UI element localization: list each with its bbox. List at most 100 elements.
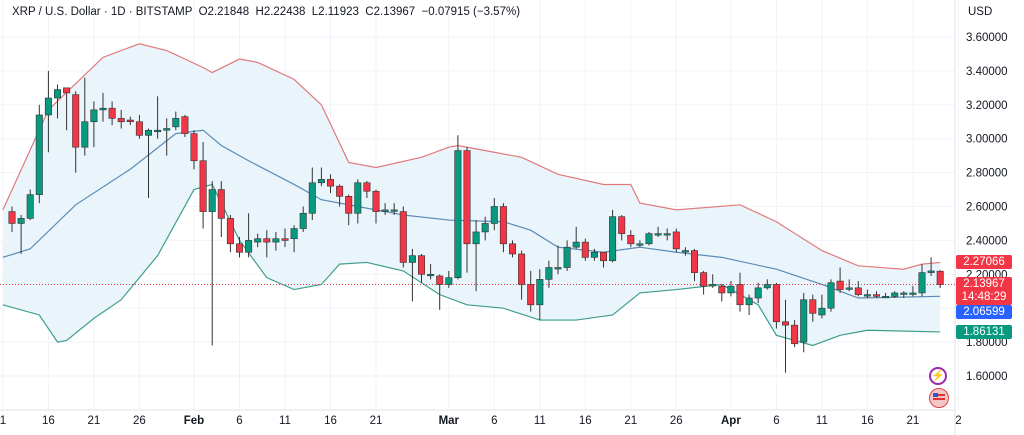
candle-body bbox=[836, 280, 844, 290]
x-tick-label: 1 bbox=[0, 415, 6, 427]
candle-body bbox=[281, 238, 289, 241]
us-flag-icon[interactable] bbox=[929, 388, 949, 408]
candle-body bbox=[26, 194, 34, 219]
middle-band-badge: 2.06599 bbox=[956, 305, 1012, 319]
y-tick-label: 3.40000 bbox=[966, 66, 1008, 78]
candle-body bbox=[772, 284, 780, 323]
candle-body bbox=[727, 285, 735, 294]
candle-body bbox=[199, 160, 207, 212]
candle-body bbox=[536, 279, 544, 306]
candle-body bbox=[354, 182, 362, 214]
candle-body bbox=[63, 87, 71, 94]
candle-body bbox=[417, 255, 425, 275]
open-value: O2.21848 bbox=[198, 6, 250, 18]
candle-body bbox=[854, 287, 862, 295]
candle-body bbox=[436, 275, 444, 285]
candle-body bbox=[490, 206, 498, 224]
candle-body bbox=[263, 238, 271, 243]
candle-body bbox=[236, 243, 244, 253]
candle-body bbox=[44, 97, 52, 116]
y-tick-label: 1.60000 bbox=[966, 371, 1008, 383]
x-tick-label: 21 bbox=[624, 415, 637, 427]
candle-body bbox=[627, 235, 635, 245]
candle-body bbox=[90, 109, 98, 123]
change-value: −0.07915 (−3.57%) bbox=[421, 6, 521, 18]
bollinger-bands bbox=[0, 43, 955, 347]
candle-body bbox=[781, 321, 789, 326]
candle-body bbox=[163, 128, 171, 131]
x-tick-label: 11 bbox=[816, 415, 828, 427]
candle-body bbox=[527, 284, 535, 306]
candle-body bbox=[363, 182, 371, 192]
candle-body bbox=[481, 223, 489, 233]
candle-body bbox=[882, 296, 890, 299]
x-tick-label: 21 bbox=[88, 415, 101, 427]
candle-body bbox=[809, 299, 817, 314]
x-tick-label: 16 bbox=[324, 415, 337, 427]
candle-body bbox=[117, 118, 125, 123]
x-tick-label: 16 bbox=[579, 415, 592, 427]
x-tick-label: Apr bbox=[721, 415, 741, 427]
candle-body bbox=[472, 231, 480, 245]
lightning-icon[interactable]: ⚡ bbox=[929, 367, 947, 385]
candle-body bbox=[581, 241, 589, 258]
y-tick-label: 3.20000 bbox=[966, 100, 1008, 112]
candle-body bbox=[609, 216, 617, 262]
symbol-title: XRP / U.S. Dollar · 1D · BITSTAMP bbox=[12, 6, 193, 18]
candle-body bbox=[372, 190, 380, 212]
candle-body bbox=[272, 238, 280, 243]
candle-body bbox=[454, 150, 462, 278]
last-price-badge: 2.13967 14:48:29 bbox=[956, 277, 1012, 305]
candle-body bbox=[190, 133, 198, 162]
candle-body bbox=[336, 185, 344, 197]
candle-body bbox=[663, 233, 671, 236]
candle-body bbox=[81, 121, 89, 148]
lower-band-line bbox=[2, 183, 941, 347]
candle-body bbox=[927, 270, 935, 273]
y-tick-label: 2.80000 bbox=[966, 168, 1008, 180]
symbol-legend: XRP / U.S. Dollar · 1D · BITSTAMP O2.218… bbox=[12, 6, 520, 18]
lower-band-badge: 1.86131 bbox=[956, 325, 1012, 339]
close-value: C2.13967 bbox=[365, 6, 416, 18]
candle-body bbox=[226, 218, 234, 245]
candle-body bbox=[709, 284, 717, 287]
upper-band-badge: 2.27066 bbox=[956, 255, 1012, 269]
candle-body bbox=[818, 307, 826, 316]
candle-body bbox=[181, 116, 189, 134]
candle-body bbox=[326, 179, 334, 187]
candle-body bbox=[499, 206, 507, 245]
candle-body bbox=[700, 272, 708, 287]
candle-body bbox=[8, 211, 16, 224]
candle-body bbox=[308, 182, 316, 214]
y-tick-label: 3.00000 bbox=[966, 134, 1008, 146]
candle-body bbox=[800, 299, 808, 343]
currency-label[interactable]: USD bbox=[968, 6, 993, 18]
candle-body bbox=[918, 272, 926, 294]
candle-body bbox=[900, 292, 908, 295]
x-tick-label: Feb bbox=[184, 415, 204, 427]
candle-body bbox=[936, 270, 944, 285]
candle-body bbox=[53, 89, 61, 99]
x-tick-label: Mar bbox=[439, 415, 460, 427]
candle-body bbox=[872, 294, 880, 297]
candle-body bbox=[736, 284, 744, 306]
candle-body bbox=[135, 121, 143, 136]
time-axis[interactable]: 1 16 21 26 Feb 6 11 16 21 Mar 6 11 16 21 26 Apr 6 11 16 21 2 bbox=[0, 415, 962, 427]
low-value: L2.11923 bbox=[311, 6, 359, 18]
x-tick-label: 11 bbox=[534, 415, 546, 427]
y-tick-label: 2.60000 bbox=[966, 202, 1008, 214]
candles bbox=[8, 70, 944, 373]
x-tick-label: 6 bbox=[491, 415, 497, 427]
bar-countdown: 14:48:29 bbox=[961, 291, 1007, 303]
candle-body bbox=[754, 287, 762, 299]
candle-body bbox=[518, 253, 526, 285]
x-tick-label: 16 bbox=[42, 415, 55, 427]
candle-body bbox=[17, 218, 25, 224]
x-tick-label: 6 bbox=[773, 415, 779, 427]
candle-body bbox=[217, 189, 225, 219]
candle-body bbox=[99, 107, 107, 111]
candle-body bbox=[408, 255, 416, 263]
candle-body bbox=[154, 129, 162, 133]
candle-body bbox=[145, 129, 153, 136]
